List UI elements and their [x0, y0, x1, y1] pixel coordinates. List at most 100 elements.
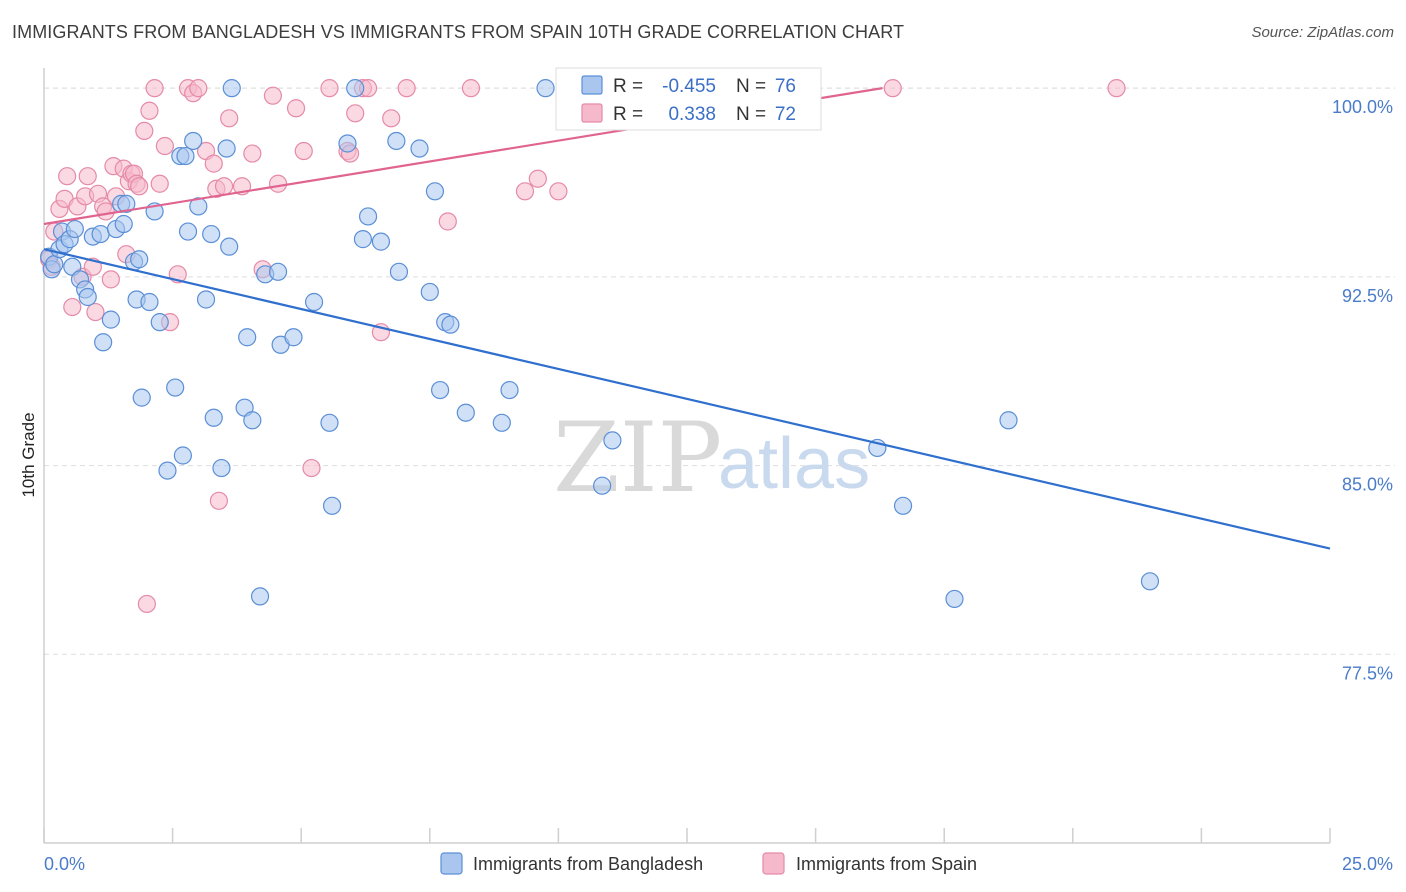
bangladesh-point — [425, 182, 445, 201]
spain-point — [346, 104, 365, 123]
bangladesh-point — [166, 378, 185, 397]
x-tick-label-max: 25.0% — [1342, 854, 1393, 874]
bangladesh-point — [202, 224, 221, 244]
spain-point — [135, 121, 154, 141]
bangladesh-point — [212, 458, 231, 478]
stats-box: R = -0.455 N = 76 R = 0.338 N = 72 — [555, 67, 822, 131]
bangladesh-point — [456, 403, 475, 422]
bangladesh-point — [45, 255, 64, 274]
stats-r-value-1: -0.455 — [662, 76, 716, 97]
y-tick-label: 92.5% — [1342, 286, 1393, 306]
bangladesh-point — [140, 292, 159, 312]
stats-n-value-2: 72 — [775, 104, 796, 125]
stats-swatch-blue — [581, 75, 603, 95]
spain-point — [209, 491, 228, 510]
bangladesh-point — [268, 262, 288, 281]
bangladesh-point — [371, 232, 391, 251]
bangladesh-point — [410, 139, 429, 158]
bangladesh-point — [222, 79, 241, 98]
spain-point — [1107, 79, 1126, 98]
spain-point — [515, 182, 535, 201]
spain-point — [397, 79, 416, 98]
bangladesh-point — [250, 587, 270, 606]
bangladesh-point — [999, 411, 1018, 430]
y-axis-tick-labels: 77.5% 85.0% 92.5% 100.0% — [1332, 97, 1393, 683]
bangladesh-point — [322, 496, 342, 515]
bangladesh-point — [387, 131, 406, 151]
bangladesh-point — [196, 290, 216, 309]
bangladesh-point — [358, 207, 378, 226]
stats-swatch-pink — [581, 103, 603, 123]
bangladesh-point — [114, 214, 133, 234]
bangladesh-point — [420, 282, 439, 302]
spain-point — [220, 109, 239, 128]
stats-r-label-1: R = — [613, 76, 643, 97]
spain-point — [155, 136, 174, 156]
legend-swatch-bangladesh — [440, 852, 463, 875]
bangladesh-point — [243, 411, 262, 430]
watermark: ZIP atlas — [553, 402, 870, 514]
bangladesh-point — [430, 380, 450, 400]
spain-point — [286, 99, 306, 118]
bangladesh-point — [101, 310, 120, 329]
bangladesh-point — [117, 194, 136, 213]
spain-point — [294, 141, 313, 161]
spain-point — [189, 79, 208, 98]
bangladesh-point — [893, 496, 913, 515]
spain-point — [78, 167, 97, 186]
bangladesh-trend-line — [43, 248, 1331, 550]
spain-point — [268, 174, 288, 193]
spain-point — [101, 270, 120, 289]
source-credit: Source: ZipAtlas.com — [1251, 24, 1394, 41]
bangladesh-point — [346, 79, 365, 98]
stats-n-label-2: N = — [736, 104, 766, 125]
watermark-atlas: atlas — [718, 424, 870, 504]
bangladesh-point — [184, 131, 203, 151]
y-axis-title: 10th Grade — [19, 412, 38, 497]
bangladesh-point — [353, 230, 373, 249]
bangladesh-point — [132, 388, 151, 407]
stats-r-value-2: 0.338 — [668, 104, 716, 125]
bangladesh-point — [91, 224, 110, 244]
bangladesh-point — [238, 328, 257, 347]
spain-point — [145, 79, 164, 98]
bangladesh-point — [284, 328, 303, 347]
stats-r-label-2: R = — [613, 104, 643, 125]
bangladesh-point — [65, 219, 84, 239]
y-tick-label: 77.5% — [1342, 663, 1393, 683]
spain-point — [883, 79, 902, 98]
legend-label-spain: Immigrants from Spain — [796, 854, 977, 874]
bangladesh-point — [178, 222, 198, 241]
bangladesh-point — [78, 287, 97, 307]
legend-label-bangladesh: Immigrants from Bangladesh — [473, 854, 703, 874]
bangladesh-point — [492, 413, 511, 432]
spain-point — [263, 86, 283, 105]
spain-point — [137, 594, 156, 614]
spain-point — [58, 167, 77, 186]
spain-point — [320, 79, 339, 98]
spain-point — [96, 202, 115, 221]
y-tick-label: 85.0% — [1342, 475, 1393, 495]
spain-point — [86, 302, 105, 322]
spain-point — [243, 144, 262, 163]
spain-point — [204, 154, 223, 173]
spain-point — [528, 169, 547, 188]
bangladesh-point — [220, 237, 239, 256]
series-spain-points — [40, 79, 1126, 614]
y-tick-label: 100.0% — [1332, 97, 1393, 117]
spain-point — [302, 458, 321, 478]
legend: Immigrants from Bangladesh Immigrants fr… — [440, 852, 977, 875]
bangladesh-point — [320, 413, 339, 432]
bangladesh-point — [593, 476, 612, 495]
spain-point — [214, 177, 234, 196]
bangladesh-point — [1140, 572, 1160, 591]
bangladesh-point — [150, 313, 169, 332]
stats-n-label-1: N = — [736, 76, 766, 97]
spain-point — [382, 109, 401, 128]
spain-point — [461, 79, 481, 98]
bangladesh-point — [338, 134, 357, 153]
bangladesh-point — [389, 262, 409, 281]
spain-point — [130, 177, 149, 196]
watermark-zip: ZIP — [553, 402, 722, 514]
